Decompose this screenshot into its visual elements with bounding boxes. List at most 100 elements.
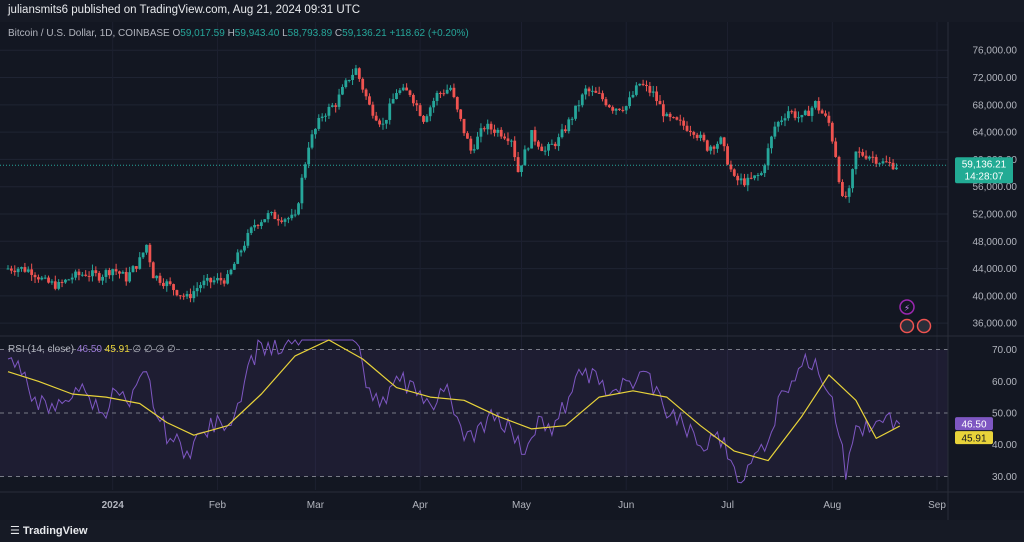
candle-body[interactable] (516, 157, 520, 173)
candle-body[interactable] (283, 219, 287, 222)
candle-body[interactable] (50, 281, 54, 283)
candle-body[interactable] (97, 273, 101, 281)
candle-body[interactable] (746, 177, 750, 186)
candle-body[interactable] (202, 280, 206, 286)
candle-body[interactable] (327, 106, 331, 116)
candle-body[interactable] (141, 252, 145, 258)
candle-body[interactable] (134, 266, 138, 269)
candle-body[interactable] (428, 107, 432, 117)
candle-body[interactable] (74, 271, 77, 278)
candle-body[interactable] (830, 122, 834, 142)
candle-body[interactable] (648, 86, 652, 93)
candle-body[interactable] (749, 177, 753, 179)
candle-body[interactable] (378, 120, 381, 125)
candle-body[interactable] (523, 149, 527, 166)
candle-body[interactable] (205, 277, 209, 281)
candle-body[interactable] (513, 140, 517, 158)
candle-body[interactable] (763, 165, 767, 174)
candle-body[interactable] (793, 111, 797, 118)
candle-body[interactable] (91, 270, 94, 277)
candle-body[interactable] (509, 140, 513, 142)
candle-body[interactable] (638, 83, 642, 86)
candle-body[interactable] (357, 68, 361, 79)
candle-body[interactable] (216, 277, 219, 281)
candle-body[interactable] (661, 104, 665, 117)
flash-icon[interactable] (899, 299, 915, 315)
candle-body[interactable] (543, 150, 547, 152)
candle-body[interactable] (651, 91, 655, 93)
candle-body[interactable] (520, 165, 523, 173)
candle-body[interactable] (290, 214, 294, 219)
candle-body[interactable] (30, 269, 34, 275)
candle-body[interactable] (557, 137, 561, 147)
candle-body[interactable] (851, 169, 854, 189)
candle-body[interactable] (759, 173, 763, 176)
candle-body[interactable] (827, 115, 831, 123)
candle-body[interactable] (351, 74, 354, 80)
candle-body[interactable] (57, 281, 61, 289)
candle-body[interactable] (844, 195, 848, 197)
candle-body[interactable] (868, 156, 871, 159)
candle-body[interactable] (222, 280, 226, 284)
candle-body[interactable] (104, 270, 108, 277)
candle-body[interactable] (303, 164, 307, 178)
candle-body[interactable] (570, 118, 574, 120)
candle-body[interactable] (864, 155, 868, 159)
candle-body[interactable] (584, 88, 588, 95)
candle-body[interactable] (871, 156, 875, 158)
candle-body[interactable] (645, 84, 648, 87)
candle-body[interactable] (618, 108, 621, 110)
tradingview-logo[interactable]: ☰ TradingView (10, 525, 88, 537)
candle-body[interactable] (479, 128, 483, 137)
candle-body[interactable] (702, 134, 706, 141)
candle-body[interactable] (536, 141, 540, 147)
candle-body[interactable] (672, 117, 675, 119)
candle-body[interactable] (476, 136, 479, 150)
candle-body[interactable] (854, 151, 858, 170)
candle-body[interactable] (297, 203, 300, 215)
candle-body[interactable] (165, 281, 169, 287)
candle-body[interactable] (786, 111, 790, 119)
candle-body[interactable] (813, 101, 817, 108)
candle-body[interactable] (773, 126, 777, 137)
candle-body[interactable] (232, 263, 236, 270)
candle-body[interactable] (131, 266, 135, 273)
candle-body[interactable] (249, 227, 253, 233)
candle-body[interactable] (547, 144, 550, 151)
candle-body[interactable] (286, 218, 290, 220)
candle-body[interactable] (236, 252, 240, 264)
candle-body[interactable] (857, 151, 861, 153)
candle-body[interactable] (591, 90, 594, 92)
candle-body[interactable] (408, 90, 412, 95)
candle-body[interactable] (33, 274, 37, 278)
candle-body[interactable] (729, 164, 733, 170)
candle-body[interactable] (374, 115, 378, 121)
candle-body[interactable] (493, 129, 496, 133)
candle-body[interactable] (621, 109, 625, 111)
candle-body[interactable] (425, 116, 429, 122)
candle-body[interactable] (837, 156, 841, 183)
candle-body[interactable] (151, 262, 155, 279)
candle-body[interactable] (604, 99, 608, 106)
candle-body[interactable] (354, 68, 358, 75)
candle-body[interactable] (219, 277, 223, 281)
candle-body[interactable] (496, 129, 500, 133)
candle-body[interactable] (418, 105, 422, 116)
candle-body[interactable] (743, 178, 746, 186)
candle-body[interactable] (834, 141, 838, 157)
candle-body[interactable] (614, 108, 618, 111)
candle-body[interactable] (486, 123, 490, 130)
candle-body[interactable] (594, 90, 598, 93)
candle-body[interactable] (790, 111, 794, 113)
candle-body[interactable] (770, 136, 773, 149)
candle-body[interactable] (685, 125, 689, 131)
candle-body[interactable] (23, 267, 27, 272)
candle-body[interactable] (712, 146, 716, 149)
candle-body[interactable] (891, 162, 895, 170)
candle-body[interactable] (803, 110, 807, 116)
candle-body[interactable] (732, 169, 736, 176)
candle-body[interactable] (841, 182, 844, 196)
candle-body[interactable] (60, 281, 64, 283)
candle-body[interactable] (411, 94, 415, 104)
candle-body[interactable] (753, 175, 756, 179)
